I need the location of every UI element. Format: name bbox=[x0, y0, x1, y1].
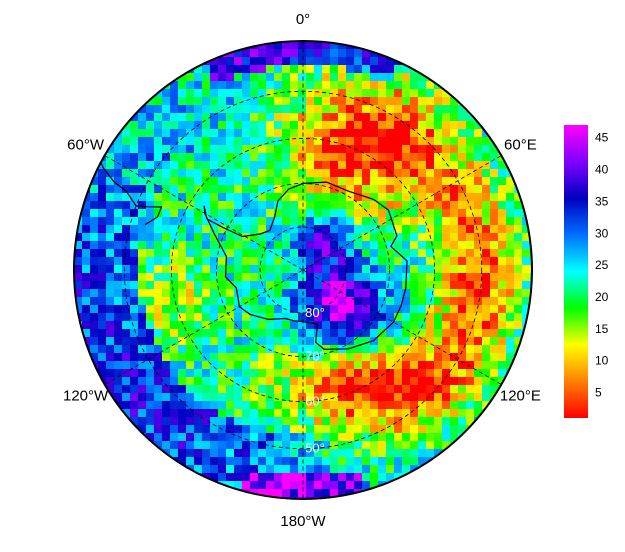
parallel-label: 60° bbox=[305, 394, 325, 409]
parallel-line bbox=[259, 226, 347, 314]
meridian-labels: 0° 60°E 120°E 180°W 120°W 60°W bbox=[63, 11, 541, 530]
colorbar-tick-label: 15 bbox=[595, 322, 609, 336]
colorbar-tick-label: 35 bbox=[595, 194, 609, 208]
parallel-label: 80° bbox=[305, 305, 325, 320]
colorbar-ramp bbox=[564, 125, 588, 418]
parallel-labels: 80° 70° 60° 50° bbox=[305, 305, 325, 456]
graticule bbox=[104, 41, 502, 499]
coastline-path bbox=[203, 181, 408, 351]
parallel-label: 50° bbox=[305, 441, 325, 456]
map-frame bbox=[73, 40, 533, 500]
meridian-label: 60°W bbox=[67, 137, 105, 154]
meridian-label: 60°E bbox=[504, 137, 537, 154]
colorbar-tick-label: 10 bbox=[595, 354, 609, 368]
meridian-line bbox=[303, 269, 502, 385]
meridian-label: 120°W bbox=[63, 388, 109, 405]
colorbar-tick-label: 5 bbox=[595, 386, 602, 400]
meridian-label: 0° bbox=[296, 11, 310, 28]
parallel-line bbox=[170, 137, 436, 403]
meridian-line bbox=[104, 155, 303, 271]
colorbar-tick-label: 20 bbox=[595, 290, 609, 304]
colorbar-tick-label: 45 bbox=[595, 131, 609, 145]
parallel-label: 70° bbox=[305, 349, 325, 364]
colorbar: 5 10 15 20 25 30 35 40 45 bbox=[564, 125, 609, 418]
meridian-label: 180°W bbox=[280, 513, 326, 530]
meridian-label: 120°E bbox=[500, 388, 541, 405]
meridian-line bbox=[104, 269, 303, 385]
colorbar-tick-label: 25 bbox=[595, 258, 609, 272]
colorbar-tick-label: 30 bbox=[595, 226, 609, 240]
colorbar-tick-label: 40 bbox=[595, 163, 609, 177]
meridian-line bbox=[303, 155, 502, 271]
